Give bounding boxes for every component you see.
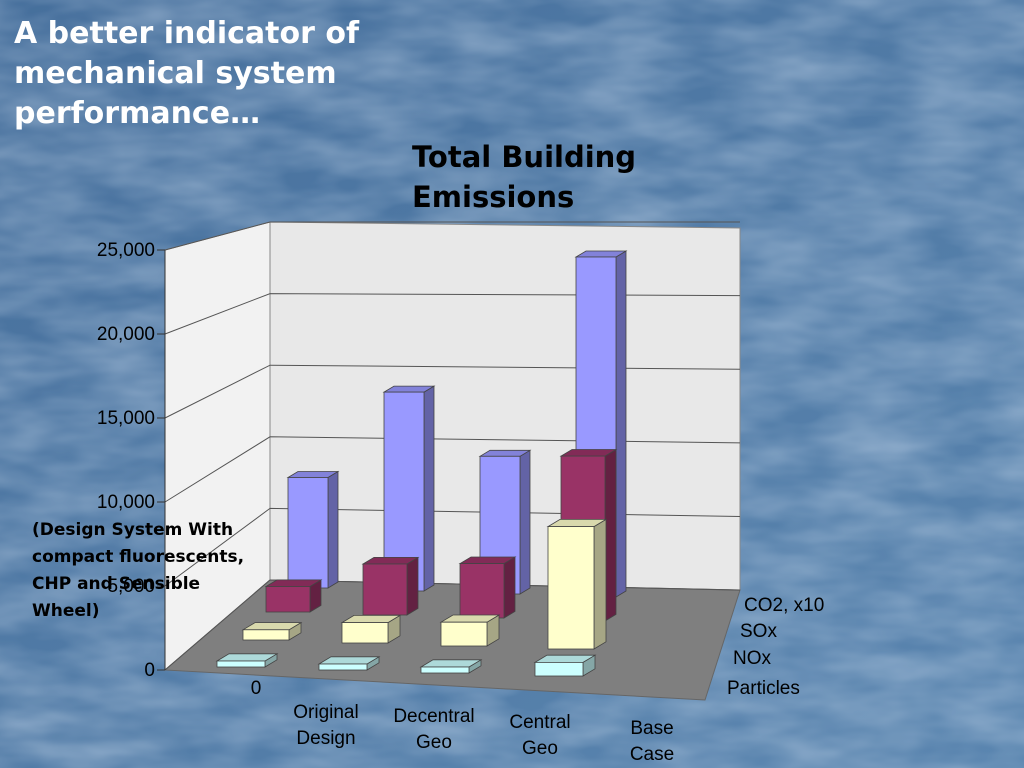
series-label: NOx [733,648,772,669]
category-label: Decentral Geo [393,706,474,753]
series-axis-labels: CO2, x10 SOx NOx Particles [727,595,824,699]
y-tick-label: 10,000 [97,492,155,513]
y-tick-label: 25,000 [97,240,155,261]
bar [264,579,323,613]
series-label: SOx [740,621,777,642]
bar [286,470,340,589]
bar [419,659,483,674]
bar [317,656,381,671]
y-tick-label: 15,000 [97,408,155,429]
slide-title: A better indicator of mechanical system … [14,16,360,131]
chart-bars [215,250,628,677]
bar [340,614,402,644]
y-tick-label: 20,000 [97,324,155,345]
bar [533,654,597,677]
y-axis: 0 5,000 10,000 15,000 20,000 25,000 [97,240,166,681]
bar [361,556,420,616]
design-system-note: (Design System With compact fluorescents… [32,520,245,621]
y-tick-label: 0 [144,660,155,681]
series-particles [215,653,597,677]
bar [241,621,303,641]
category-label: Central Geo [509,712,570,759]
x-axis-extra-label: 0 [251,678,262,699]
bar [215,653,279,668]
series-label: Particles [727,678,800,699]
bar [458,556,517,619]
x-axis-categories: Original Design Decentral Geo Central Geo Base… [293,702,674,765]
chart-title: Total Building Emissions [412,140,637,214]
series-label: CO2, x10 [744,595,824,616]
bar [439,614,501,647]
y-tick-label: 5,000 [107,576,155,597]
category-label: Base Case [630,718,674,765]
gridline [164,221,740,251]
category-label: Original Design [293,702,358,749]
bar [546,518,608,650]
series-nox [241,518,608,650]
